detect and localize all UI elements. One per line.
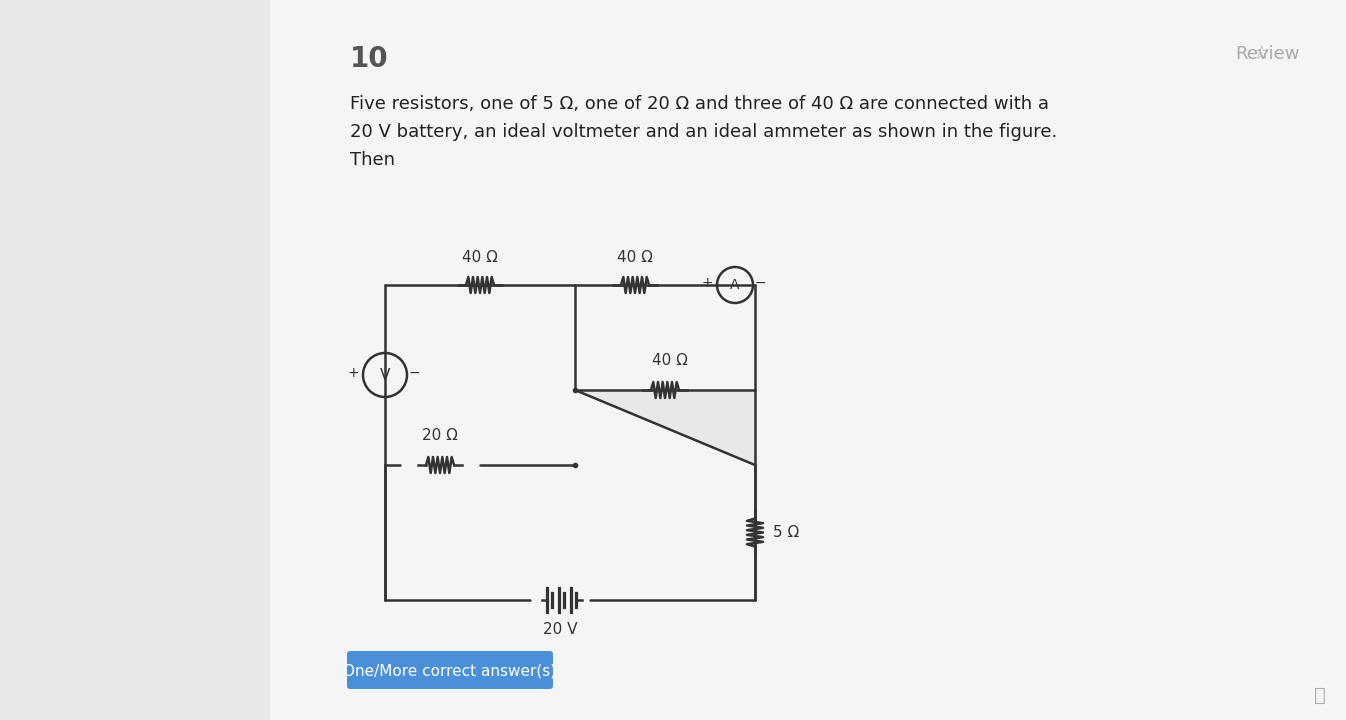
Text: +: +	[347, 366, 359, 380]
FancyBboxPatch shape	[271, 0, 1346, 720]
Text: −: −	[409, 366, 420, 380]
Text: Five resistors, one of 5 Ω, one of 20 Ω and three of 40 Ω are connected with a
2: Five resistors, one of 5 Ω, one of 20 Ω …	[350, 95, 1057, 168]
Text: 5 Ω: 5 Ω	[773, 525, 800, 540]
Text: +: +	[701, 276, 713, 290]
Text: 40 Ω: 40 Ω	[616, 250, 653, 265]
Text: V: V	[380, 367, 390, 382]
Text: 10: 10	[350, 45, 389, 73]
Text: Review: Review	[1236, 45, 1300, 63]
Text: One/More correct answer(s): One/More correct answer(s)	[343, 664, 556, 678]
Text: ☆: ☆	[1253, 45, 1271, 64]
Text: 40 Ω: 40 Ω	[651, 353, 688, 368]
Text: A: A	[731, 278, 740, 292]
Text: ⓘ: ⓘ	[1314, 685, 1326, 704]
Text: −: −	[755, 276, 767, 290]
Text: 40 Ω: 40 Ω	[462, 250, 498, 265]
FancyBboxPatch shape	[347, 651, 553, 689]
Polygon shape	[575, 390, 755, 465]
Text: 20 Ω: 20 Ω	[423, 428, 458, 443]
Text: 20 V: 20 V	[542, 622, 577, 637]
